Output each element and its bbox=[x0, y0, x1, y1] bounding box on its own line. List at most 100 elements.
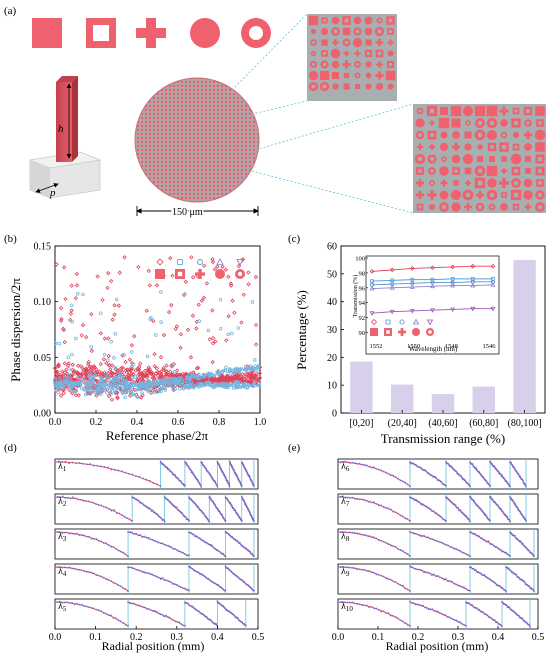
phase-sample-point bbox=[252, 517, 255, 520]
phase-sample-point bbox=[363, 463, 366, 466]
phase-sample-point bbox=[363, 604, 366, 607]
meta-atom-ring bbox=[414, 153, 426, 165]
phase-sample-point bbox=[230, 464, 233, 467]
phase-sample-point bbox=[253, 520, 255, 523]
chart-b-point bbox=[152, 351, 157, 357]
phase-sample-point bbox=[346, 496, 349, 499]
phase-sample-point bbox=[435, 512, 438, 515]
chart-b-point bbox=[118, 388, 123, 392]
phase-sample-point bbox=[427, 571, 429, 574]
phase-sample-point bbox=[103, 465, 106, 468]
phase-sample-point bbox=[467, 589, 469, 592]
chart-b-point bbox=[217, 372, 222, 377]
phase-sample-point bbox=[501, 587, 504, 589]
phase-sample-point bbox=[412, 602, 415, 605]
phase-sample-point bbox=[425, 471, 428, 473]
phase-sample-point bbox=[110, 614, 112, 617]
phase-sample-point bbox=[437, 575, 439, 577]
meta-atom-ring bbox=[308, 81, 319, 92]
chart-b-point bbox=[161, 332, 167, 338]
chart-b-point bbox=[198, 381, 203, 386]
phase-sample-point bbox=[112, 617, 115, 619]
chart-b-point bbox=[105, 285, 110, 291]
chart-b-point bbox=[74, 271, 80, 277]
chart-b-point bbox=[113, 375, 118, 380]
phase-sample-point bbox=[102, 505, 105, 508]
chart-b-ytick-label: 0.10 bbox=[34, 297, 52, 308]
phase-sample-point bbox=[133, 567, 136, 570]
stack-xtick-label: 0.4 bbox=[492, 632, 505, 643]
meta-atom-filled-square bbox=[535, 106, 545, 116]
phase-sample-point bbox=[107, 578, 110, 581]
chart-b-point bbox=[159, 369, 164, 374]
meta-atom-filled-circle bbox=[440, 131, 448, 139]
chart-b-point bbox=[69, 303, 74, 308]
chart-b-point bbox=[159, 290, 163, 294]
chart-b-point bbox=[123, 381, 128, 385]
phase-sample-point bbox=[99, 465, 102, 468]
chart-b-point bbox=[243, 367, 248, 371]
phase-sample-point bbox=[83, 534, 86, 537]
meta-atom-ring bbox=[310, 39, 317, 46]
phase-sample-point bbox=[478, 471, 481, 474]
phase-sample-point bbox=[240, 519, 243, 522]
meta-atom-filled-square bbox=[453, 180, 459, 186]
phase-sample-point bbox=[117, 619, 120, 622]
meta-atom-filled-circle bbox=[332, 83, 339, 90]
meta-atom-filled-circle bbox=[352, 37, 363, 48]
meta-atom-filled-circle bbox=[330, 48, 341, 59]
phase-sample-point bbox=[475, 467, 477, 470]
phase-sample-point bbox=[223, 473, 226, 476]
chart-b-point bbox=[118, 379, 123, 384]
meta-atom-ring bbox=[429, 180, 435, 186]
phase-sample-point bbox=[339, 601, 342, 604]
phase-sample-point bbox=[163, 464, 166, 467]
phase-sample-point bbox=[448, 464, 451, 466]
chart-b-point bbox=[74, 370, 80, 375]
phase-sample-point bbox=[409, 555, 411, 557]
phase-sample-point bbox=[465, 624, 467, 627]
phase-sample-point bbox=[509, 555, 511, 557]
chart-c-bar bbox=[431, 394, 455, 413]
chart-c-ytick-label: 50 bbox=[327, 269, 337, 280]
phase-sample-point bbox=[153, 511, 156, 514]
phase-sample-point bbox=[445, 519, 447, 522]
meta-atom-ring bbox=[465, 120, 471, 126]
meta-atom-ring bbox=[474, 117, 486, 129]
chart-b-point bbox=[144, 384, 148, 388]
chart-c-xtick-label: (20,40] bbox=[388, 418, 417, 429]
phase-sample-point bbox=[419, 568, 421, 571]
meta-atom-ring bbox=[535, 190, 545, 200]
phase-sample-point bbox=[134, 603, 137, 606]
phase-sample-point bbox=[224, 555, 227, 558]
chart-b-point bbox=[230, 376, 235, 381]
phase-sample-point bbox=[459, 585, 461, 587]
phase-sample-point bbox=[108, 508, 110, 510]
phase-sample-point bbox=[228, 460, 231, 463]
phase-sample-point bbox=[479, 572, 482, 575]
phase-sample-point bbox=[410, 602, 413, 604]
phase-sample-point bbox=[373, 536, 375, 539]
phase-sample-point bbox=[470, 531, 473, 534]
phase-sample-point bbox=[368, 570, 371, 572]
chart-b-point bbox=[119, 369, 125, 375]
phase-sample-point bbox=[422, 604, 424, 607]
chart-b-legend bbox=[155, 258, 245, 280]
phase-sample-point bbox=[344, 496, 347, 499]
phase-sample-point bbox=[155, 540, 158, 543]
phase-sample-point bbox=[452, 618, 454, 621]
meta-atom-ring bbox=[319, 81, 330, 92]
chart-b-point bbox=[162, 381, 166, 385]
chart-b-point bbox=[69, 383, 74, 388]
phase-sample-point bbox=[346, 566, 349, 569]
chart-b-point bbox=[178, 376, 182, 380]
chart-c-ytick-label: 20 bbox=[327, 353, 337, 364]
meta-atom-filled-circle bbox=[353, 16, 362, 25]
meta-atom-filled-circle bbox=[452, 131, 460, 139]
phase-sample-point bbox=[418, 501, 421, 504]
meta-atom-cross bbox=[332, 39, 339, 46]
chart-b-point bbox=[214, 377, 220, 382]
phase-sample-point bbox=[61, 461, 63, 463]
legend-triangle-icon bbox=[412, 318, 420, 325]
phase-sample-point bbox=[139, 534, 142, 536]
